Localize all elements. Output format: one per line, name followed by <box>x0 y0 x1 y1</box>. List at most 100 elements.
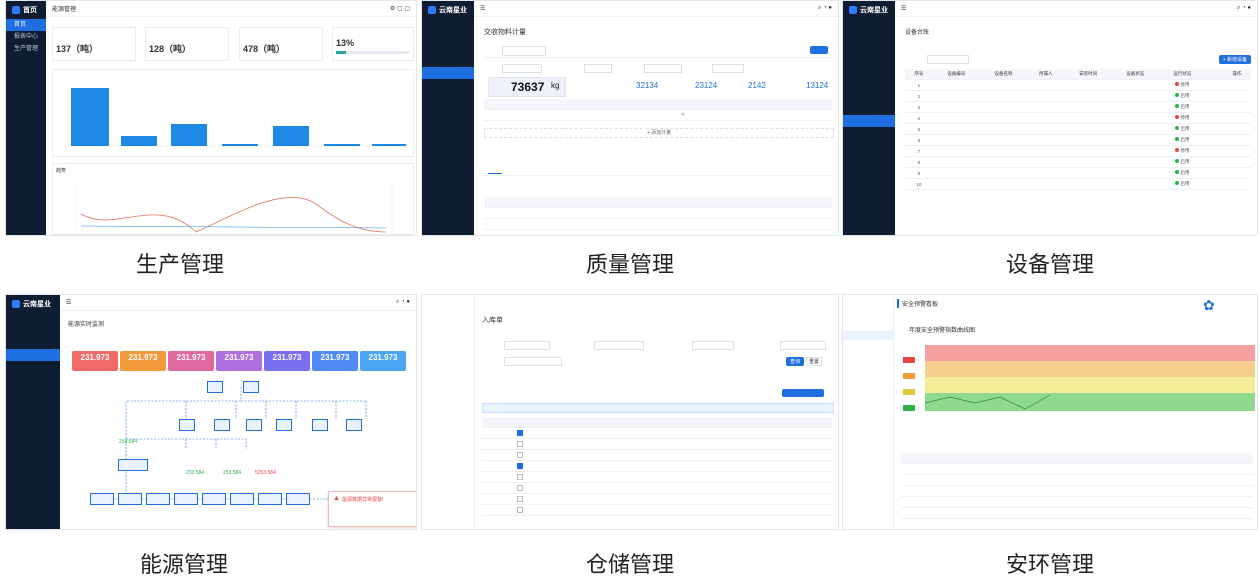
topology-node[interactable] <box>90 493 114 505</box>
tree-item[interactable] <box>422 412 474 421</box>
topology-node[interactable] <box>207 381 223 393</box>
sidebar-item[interactable] <box>6 397 60 409</box>
sidebar-item[interactable] <box>843 91 895 103</box>
menu-icon[interactable]: ☰ <box>901 6 907 12</box>
sidebar-item[interactable] <box>6 79 46 91</box>
sidebar-item[interactable] <box>843 127 895 139</box>
tree-item[interactable] <box>422 403 474 412</box>
row-actions[interactable] <box>1223 145 1251 157</box>
topology-node[interactable] <box>179 419 195 431</box>
energy-card[interactable]: 231.973 <box>312 351 358 371</box>
sidebar-item[interactable] <box>6 337 60 349</box>
topology-node[interactable] <box>276 419 292 431</box>
row-actions[interactable] <box>1223 123 1251 135</box>
tree-item[interactable] <box>843 322 893 331</box>
tree-item[interactable] <box>843 313 893 322</box>
row-actions[interactable] <box>801 493 832 505</box>
sidebar-item[interactable] <box>6 373 60 385</box>
sidebar-item[interactable] <box>422 55 474 67</box>
sidebar-item[interactable] <box>422 175 474 187</box>
sidebar-item[interactable] <box>843 31 895 43</box>
sidebar-item[interactable] <box>6 103 46 115</box>
topology-node[interactable] <box>118 493 142 505</box>
sidebar-item[interactable] <box>843 139 895 151</box>
user-menu[interactable]: ⚙ ▢ ▢ <box>389 6 410 12</box>
sidebar-item[interactable] <box>6 151 46 163</box>
sidebar-item[interactable] <box>6 325 60 337</box>
reset-button[interactable]: 重置 <box>806 357 823 366</box>
row-checkbox[interactable] <box>482 493 559 505</box>
equipment-id-link[interactable] <box>932 112 980 124</box>
tree-item[interactable] <box>843 376 893 385</box>
row-actions[interactable] <box>1223 101 1251 113</box>
search-button[interactable]: 查询 <box>786 357 805 366</box>
row-actions[interactable] <box>1223 134 1251 146</box>
equipment-id-link[interactable] <box>932 79 980 91</box>
tree-item[interactable] <box>422 331 474 340</box>
tree-item[interactable] <box>422 376 474 385</box>
menu-icon[interactable]: ☰ <box>480 6 486 12</box>
row-actions[interactable] <box>801 482 832 494</box>
energy-card[interactable]: 231.973 <box>264 351 310 371</box>
select-input[interactable] <box>692 341 734 350</box>
sidebar-item[interactable] <box>6 385 60 397</box>
export-button[interactable] <box>800 389 824 397</box>
topology-node[interactable] <box>243 381 259 393</box>
sidebar-item-active[interactable] <box>422 67 474 79</box>
sidebar-item-active[interactable] <box>6 349 60 361</box>
filter-input[interactable] <box>927 55 969 64</box>
tree-item[interactable] <box>843 304 893 313</box>
sidebar-item[interactable] <box>843 103 895 115</box>
tree-item[interactable] <box>843 349 893 358</box>
topology-node[interactable] <box>312 419 328 431</box>
user-menu[interactable]: ⌕ ◔ ● <box>1237 5 1251 11</box>
tree-item[interactable] <box>422 340 474 349</box>
form-input[interactable] <box>712 64 744 73</box>
sidebar-item[interactable] <box>843 163 895 175</box>
row-actions[interactable] <box>801 438 832 450</box>
sidebar-item[interactable] <box>6 163 46 175</box>
new-equipment-button[interactable]: + 新增设备 <box>1218 55 1251 64</box>
tree-item[interactable] <box>843 367 893 376</box>
topology-node[interactable] <box>258 493 282 505</box>
sidebar-item[interactable] <box>422 151 474 163</box>
tree-item[interactable] <box>843 295 893 304</box>
sidebar-item[interactable] <box>422 43 474 55</box>
topology-node[interactable] <box>286 493 310 505</box>
sidebar-item[interactable] <box>422 127 474 139</box>
energy-card[interactable]: 231.973 <box>168 351 214 371</box>
sidebar-item[interactable] <box>422 103 474 115</box>
tree-item[interactable] <box>422 385 474 394</box>
menu-icon[interactable]: ☰ <box>66 300 72 306</box>
sidebar-item[interactable] <box>6 67 46 79</box>
tree-item[interactable] <box>422 367 474 376</box>
sidebar-item[interactable] <box>6 139 46 151</box>
row-checkbox[interactable] <box>482 460 559 472</box>
sidebar-item[interactable] <box>843 175 895 187</box>
form-input[interactable] <box>584 64 612 73</box>
sidebar-item[interactable] <box>6 361 60 373</box>
sidebar-item[interactable] <box>422 31 474 43</box>
sidebar-item[interactable]: 报表中心 <box>14 34 39 40</box>
form-input[interactable] <box>644 64 682 73</box>
select-input[interactable] <box>780 341 826 350</box>
energy-card[interactable]: 231.973 <box>360 351 406 371</box>
tree-item[interactable] <box>422 313 474 322</box>
sidebar-item[interactable] <box>843 43 895 55</box>
equipment-id-link[interactable] <box>932 134 980 146</box>
topology-node[interactable] <box>146 493 170 505</box>
sidebar-item[interactable] <box>6 55 46 67</box>
tab[interactable] <box>488 165 502 174</box>
add-row-link[interactable]: + 添加计量 <box>484 128 834 138</box>
sidebar-item[interactable] <box>843 79 895 91</box>
sidebar-item[interactable] <box>6 421 60 433</box>
sidebar-item[interactable] <box>6 313 60 325</box>
row-checkbox[interactable] <box>482 504 559 516</box>
sidebar-item[interactable] <box>6 409 60 421</box>
row-actions[interactable] <box>801 449 832 461</box>
user-menu[interactable]: ⌕ ◔ ● <box>818 5 832 11</box>
tree-item[interactable] <box>422 349 474 358</box>
topology-node[interactable] <box>118 459 148 471</box>
energy-card[interactable]: 231.973 <box>72 351 118 371</box>
form-input[interactable] <box>502 64 542 73</box>
